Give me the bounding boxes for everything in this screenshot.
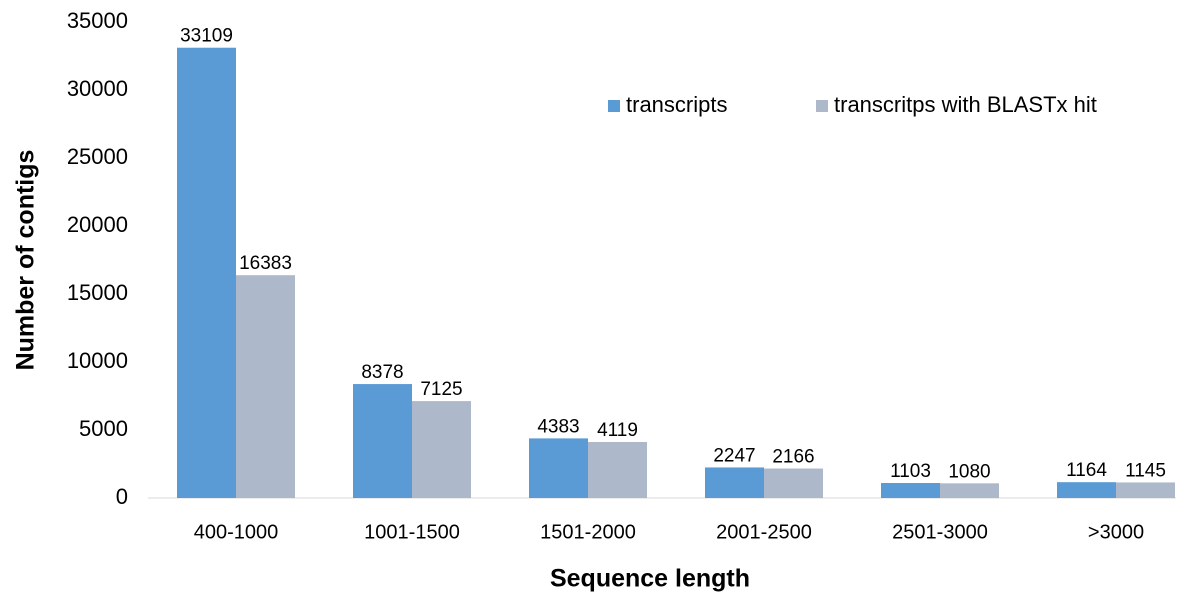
bar [588, 441, 647, 498]
x-tick-label: 400-1000 [194, 521, 279, 543]
y-tick-label: 20000 [67, 212, 128, 237]
bar [764, 468, 823, 498]
value-label: 7125 [420, 379, 462, 400]
value-label: 2247 [713, 445, 755, 466]
y-tick-label: 25000 [67, 144, 128, 169]
bar [529, 438, 588, 498]
y-tick-label: 30000 [67, 76, 128, 101]
value-label: 16383 [239, 253, 292, 274]
y-tick-label: 35000 [67, 8, 128, 33]
x-tick-label: 2501-3000 [892, 521, 988, 543]
bar [353, 384, 412, 498]
value-label: 1164 [1066, 460, 1107, 481]
x-tick-label: 1501-2000 [540, 521, 636, 543]
value-label: 4119 [597, 420, 638, 441]
value-label: 1080 [948, 461, 990, 482]
legend-swatch [608, 100, 620, 112]
bar [412, 401, 471, 498]
value-label: 8378 [361, 362, 403, 383]
legend-label: transcritps with BLASTx hit [834, 92, 1097, 117]
y-tick-label: 0 [116, 484, 128, 509]
x-tick-label: 2001-2500 [716, 521, 812, 543]
y-tick-label: 10000 [67, 348, 128, 373]
x-tick-label: 1001-1500 [364, 521, 460, 543]
legend-swatch [816, 100, 828, 112]
value-label: 1145 [1125, 460, 1166, 481]
x-tick-label: >3000 [1088, 521, 1144, 543]
bar [705, 467, 764, 498]
bar [1116, 482, 1175, 498]
bar [881, 482, 940, 498]
bar [236, 275, 295, 498]
x-axis-title: Sequence length [550, 565, 750, 593]
bar [1057, 482, 1116, 498]
value-label: 4383 [537, 416, 579, 437]
value-label: 2166 [772, 447, 814, 468]
value-label: 33109 [180, 26, 233, 47]
y-tick-label: 15000 [67, 280, 128, 305]
value-label: 1103 [890, 461, 931, 482]
bar [177, 47, 236, 499]
bar [940, 483, 999, 498]
legend-label: transcripts [626, 92, 727, 117]
y-tick-label: 5000 [79, 416, 128, 441]
y-axis-title: Number of contigs [12, 150, 40, 371]
